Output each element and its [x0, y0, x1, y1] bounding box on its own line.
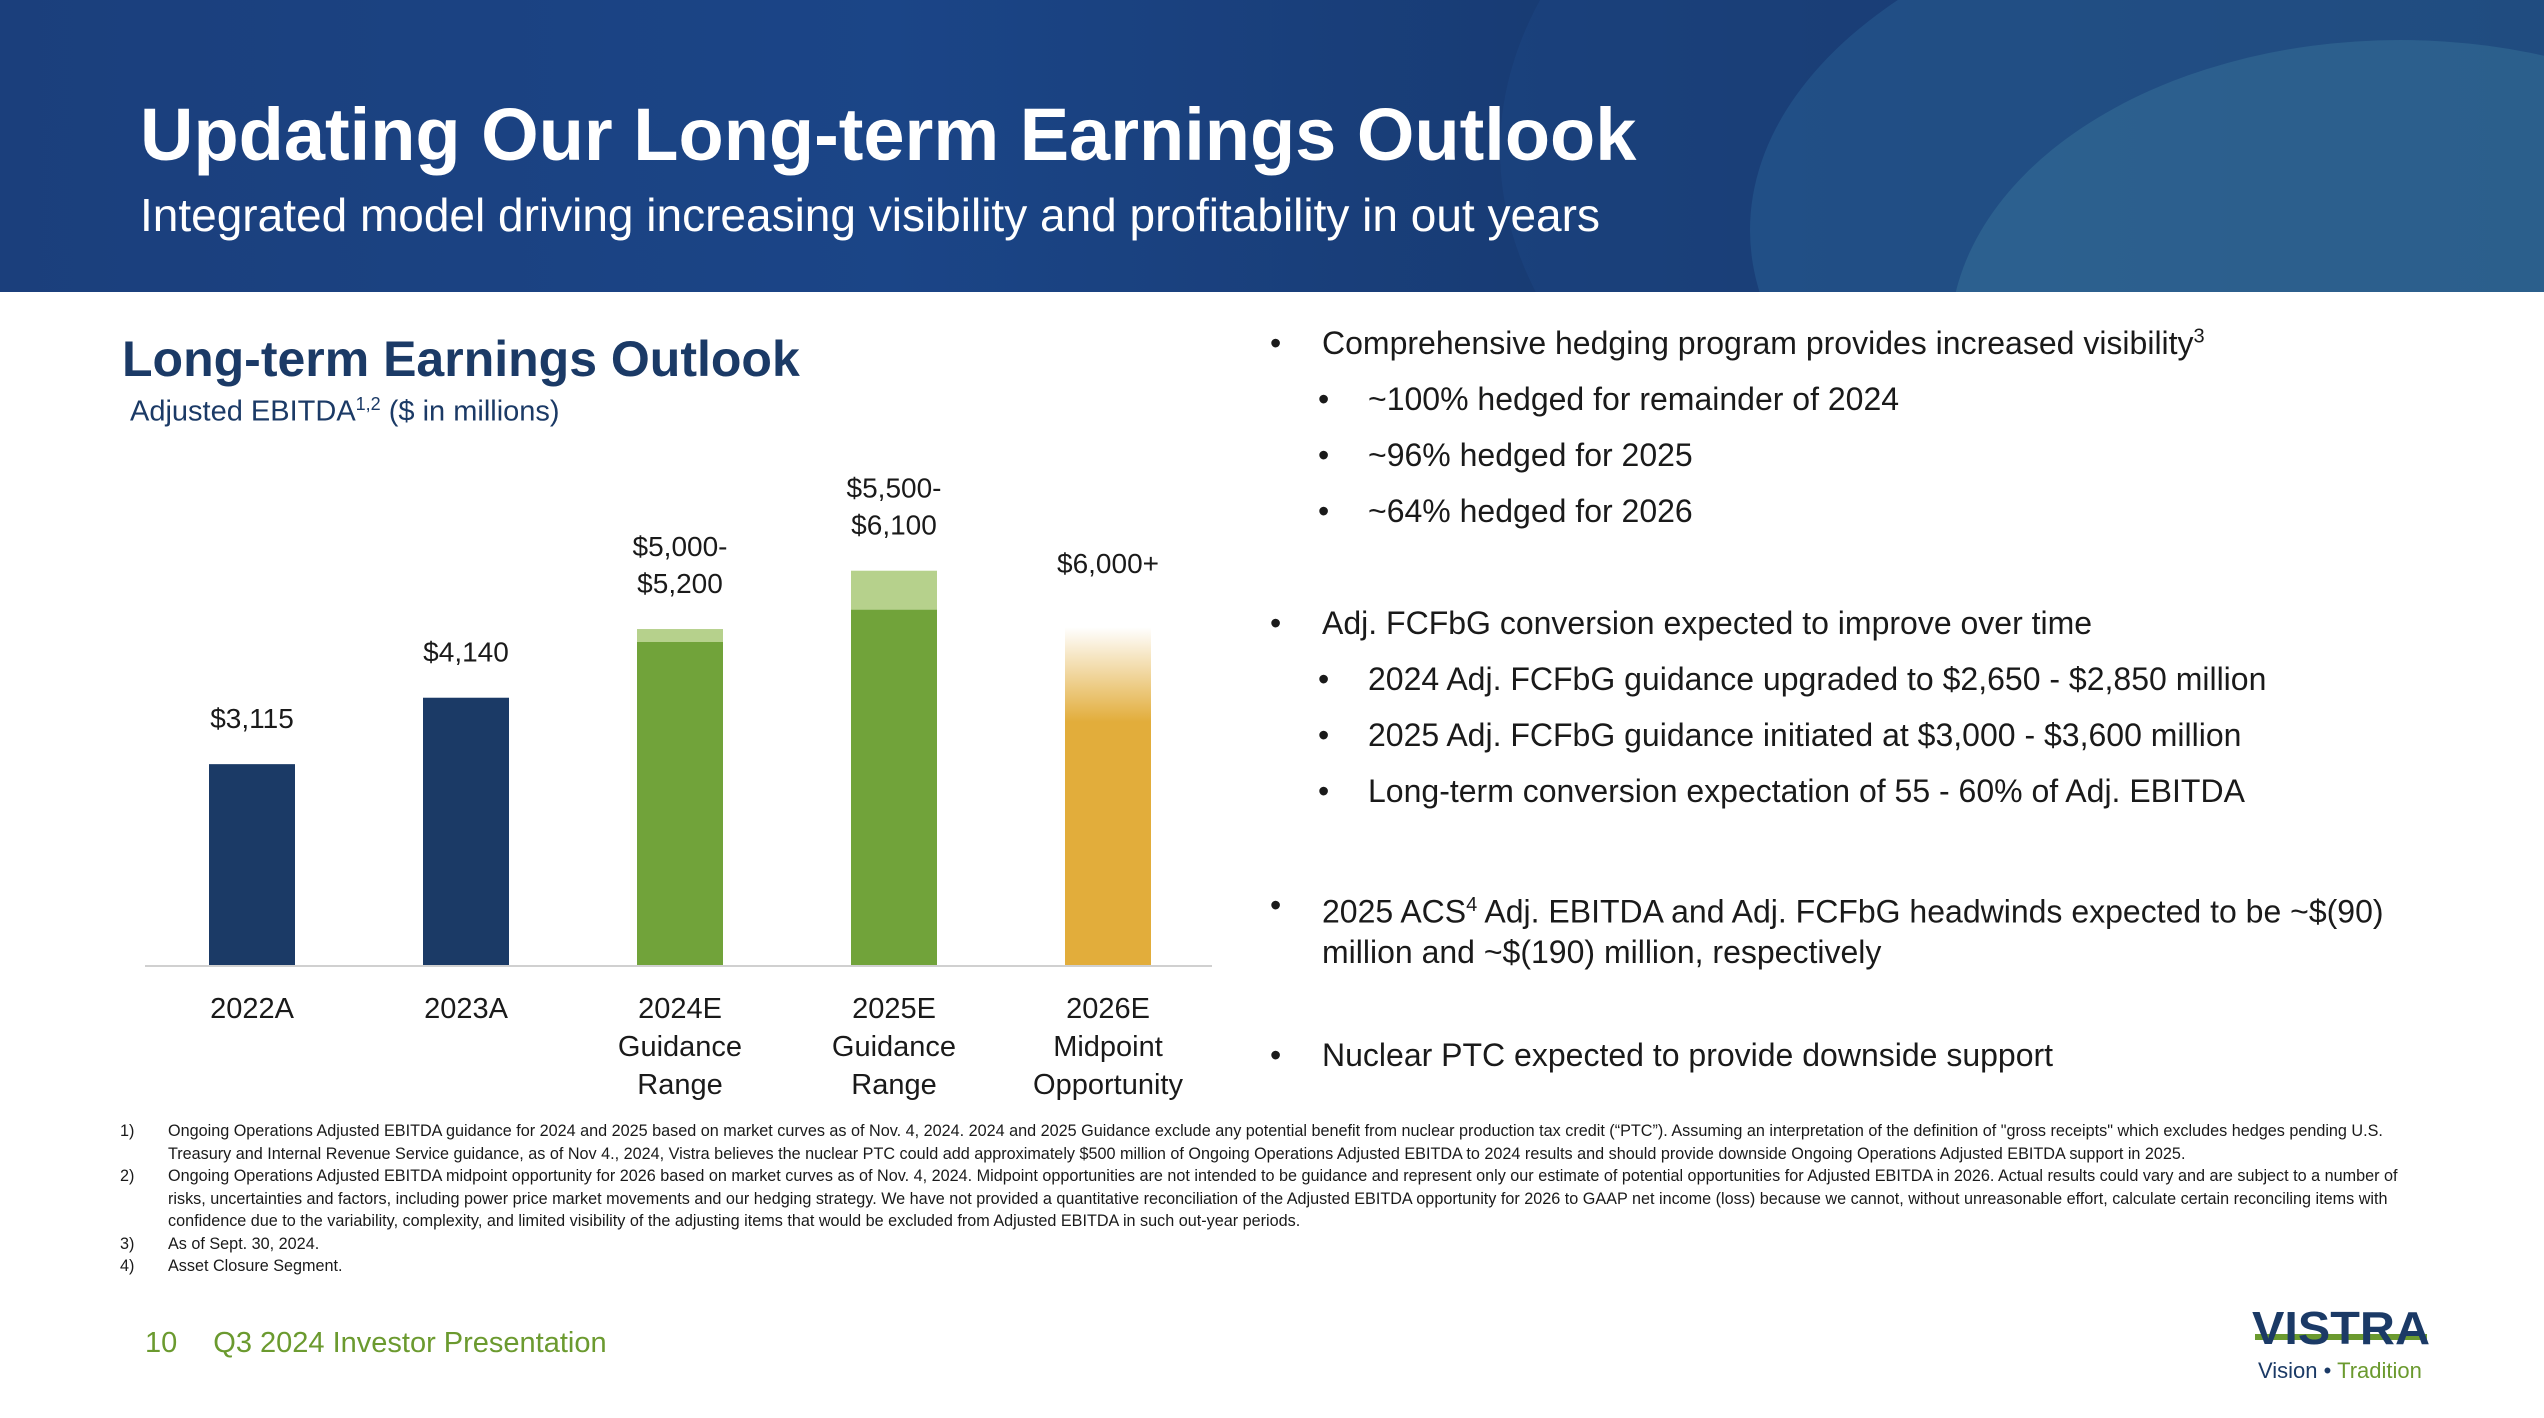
- header-banner: [0, 0, 2544, 292]
- banner-wave-decoration: [1750, 0, 2544, 292]
- data-label: $5,000-: [633, 531, 728, 562]
- bar-2024e-low: [637, 642, 723, 966]
- page-title: Updating Our Long-term Earnings Outlook: [140, 93, 1637, 176]
- category-tick-label: Range: [637, 1069, 722, 1101]
- page-subtitle: Integrated model driving increasing visi…: [140, 189, 1600, 241]
- category-tick-label: Range: [851, 1069, 936, 1101]
- footnote: 3) As of Sept. 30, 2024.: [120, 1233, 2420, 1256]
- data-label: $5,200: [637, 568, 723, 599]
- tagline-vision: Vision: [2258, 1358, 2318, 1383]
- category-tick-label: Midpoint: [1053, 1031, 1163, 1063]
- bullet-marker: •: [1318, 773, 1330, 809]
- category-tick-label: Opportunity: [1033, 1069, 1183, 1101]
- category-tick-label: 2026E: [1066, 993, 1150, 1025]
- footnote-text: Ongoing Operations Adjusted EBITDA midpo…: [168, 1167, 2398, 1230]
- chart-subtitle-suffix: ($ in millions): [380, 395, 560, 428]
- bullet-marker: •: [1270, 887, 1282, 923]
- bullet-text: 2024 Adj. FCFbG guidance upgraded to $2,…: [1368, 661, 2266, 698]
- bullet-marker: •: [1270, 325, 1282, 361]
- bullet-text: ~100% hedged for remainder of 2024: [1368, 381, 1899, 418]
- bullet-text-main: 2024 Adj. FCFbG guidance upgraded to $2,…: [1368, 661, 2267, 697]
- ebitda-bar-chart: $3,115 2022A $4,140 2023A $5,000- $5,200 2024E…: [145, 473, 1212, 1101]
- bullet-marker: •: [1318, 381, 1330, 417]
- bullet-marker: •: [1318, 493, 1330, 529]
- bar-2025e-low: [851, 609, 937, 966]
- bullet-text: Nuclear PTC expected to provide downside…: [1322, 1037, 2053, 1074]
- bullet-marker: •: [1270, 1037, 1282, 1073]
- footnote: 2) Ongoing Operations Adjusted EBITDA mid…: [120, 1165, 2420, 1233]
- bullet-text: 2025 ACS4 Adj. EBITDA and Adj. FCFbG hea…: [1322, 885, 2384, 972]
- footnote-text: Ongoing Operations Adjusted EBITDA guida…: [168, 1122, 2383, 1163]
- bullet-text-main: 2025 Adj. FCFbG guidance initiated at $3…: [1368, 717, 2242, 753]
- bullet-text: Comprehensive hedging program provides i…: [1322, 325, 2205, 362]
- bullet-text-main: Adj. EBITDA and Adj. FCFbG headwinds exp…: [1477, 893, 2384, 930]
- chart-subtitle-footnote-ref: 1,2: [355, 394, 381, 414]
- chart-subtitle: Adjusted EBITDA1,2 ($ in millions): [130, 394, 560, 429]
- footnote-number: 2): [120, 1167, 135, 1185]
- chart-subtitle-prefix: Adjusted EBITDA: [130, 395, 356, 428]
- footnote-ref: 4: [1466, 894, 1478, 916]
- footnote: 1) Ongoing Operations Adjusted EBITDA gui…: [120, 1120, 2420, 1165]
- category-tick-label: 2023A: [424, 993, 509, 1025]
- footnote-ref: 3: [2193, 325, 2205, 348]
- bar-2022a: [209, 764, 295, 966]
- page-number: 10: [145, 1327, 178, 1359]
- bullet-text: Adj. FCFbG conversion expected to improv…: [1322, 605, 2092, 642]
- bullet-text-main: ~64% hedged for 2026: [1368, 493, 1693, 529]
- bullet-text: ~64% hedged for 2026: [1368, 493, 1693, 530]
- bar-2024e-range: [637, 629, 723, 642]
- data-label: $5,500-: [847, 473, 942, 504]
- vistra-logo: VISTRA: [2252, 1302, 2430, 1354]
- bullet-text-main: ~100% hedged for remainder of 2024: [1368, 381, 1900, 417]
- data-label: $6,000+: [1057, 548, 1159, 579]
- logo-tagline: Vision • Tradition: [2258, 1358, 2422, 1384]
- bullet-text-main: Comprehensive hedging program provides i…: [1322, 325, 2194, 361]
- category-tick-label: Guidance: [618, 1031, 742, 1063]
- bullet-marker: •: [1318, 437, 1330, 473]
- category-tick-label: 2025E: [852, 993, 936, 1025]
- footer: 10 Q3 2024 Investor Presentation: [145, 1327, 607, 1360]
- chart-title: Long-term Earnings Outlook: [122, 331, 800, 387]
- bullet-text: Long-term conversion expectation of 55 -…: [1368, 773, 2245, 810]
- footnote: 4) Asset Closure Segment.: [120, 1255, 2420, 1278]
- category-tick-label: 2024E: [638, 993, 722, 1025]
- bar-2023a: [423, 697, 509, 966]
- footnote-text: As of Sept. 30, 2024.: [168, 1234, 320, 1253]
- bullet-text: ~96% hedged for 2025: [1368, 437, 1693, 474]
- data-label: $6,100: [851, 510, 937, 541]
- data-label: $4,140: [423, 637, 509, 668]
- footnote-text: Asset Closure Segment.: [168, 1257, 343, 1275]
- logo-wordmark: VISTRA: [2252, 1302, 2430, 1354]
- bullet-text-main: Nuclear PTC expected to provide downside…: [1322, 1037, 2054, 1073]
- bar-2026e-opportunity: [1065, 627, 1151, 966]
- bullet-marker: •: [1270, 605, 1282, 641]
- footnote-number: 1): [120, 1122, 135, 1140]
- bullet-text-prefix: 2025 ACS: [1322, 893, 1467, 930]
- logo-stripe: [2255, 1334, 2427, 1340]
- bullet-marker: •: [1318, 661, 1330, 697]
- bullet-text: 2025 Adj. FCFbG guidance initiated at $3…: [1368, 717, 2241, 754]
- tagline-bullet: •: [2323, 1358, 2332, 1383]
- category-tick-label: Guidance: [832, 1031, 956, 1063]
- bullet-text-main: ~96% hedged for 2025: [1368, 437, 1693, 473]
- data-label: $3,115: [210, 703, 294, 734]
- footnote-number: 4): [120, 1257, 135, 1275]
- banner-wave-decoration: [1500, 0, 2544, 292]
- footnotes: 1) Ongoing Operations Adjusted EBITDA gui…: [120, 1120, 2420, 1278]
- bar-2025e-range: [851, 570, 937, 610]
- tagline-tradition: Tradition: [2337, 1358, 2422, 1383]
- bullet-marker: •: [1318, 717, 1330, 753]
- category-tick-label: 2022A: [210, 993, 295, 1025]
- bullet-text-main: Adj. FCFbG conversion expected to improv…: [1322, 605, 2093, 641]
- presentation-name: Q3 2024 Investor Presentation: [213, 1327, 607, 1359]
- bullet-text-main: Long-term conversion expectation of 55 -…: [1368, 773, 2245, 809]
- bullet-text-continued: million and ~$(190) million, respectivel…: [1322, 933, 1882, 970]
- footnote-number: 3): [120, 1234, 135, 1253]
